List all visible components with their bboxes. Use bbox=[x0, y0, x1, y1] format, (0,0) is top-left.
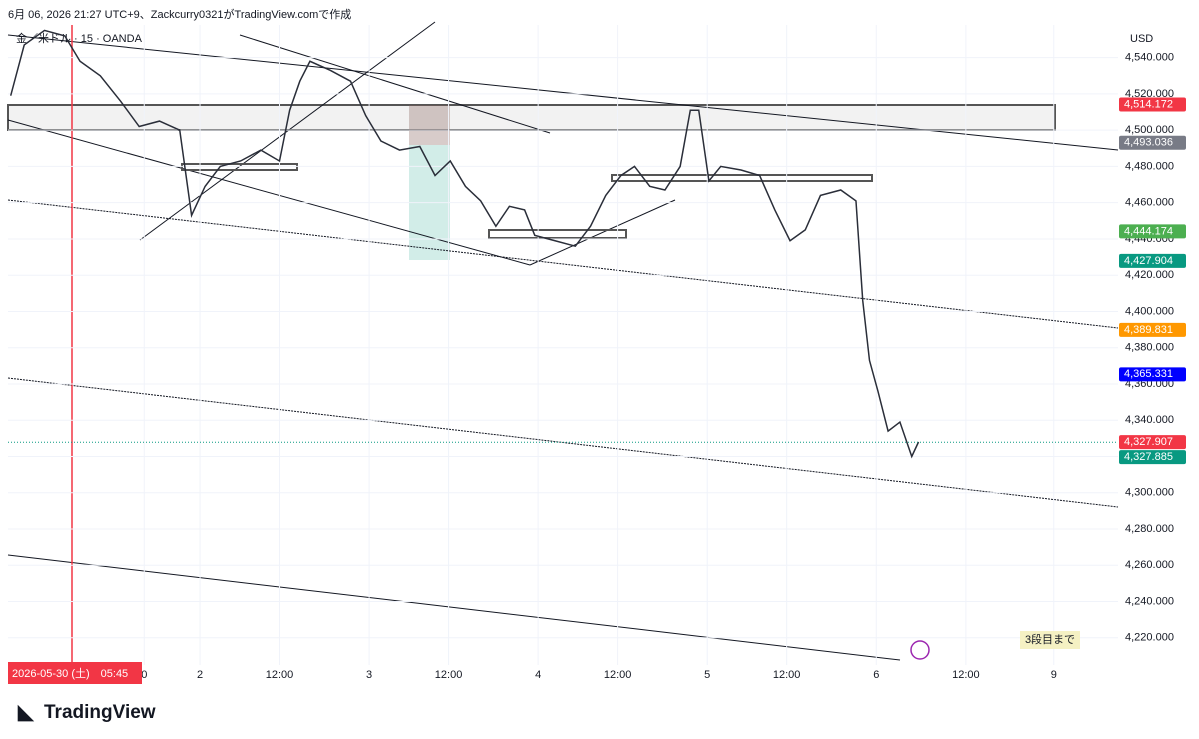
brand: TradingView bbox=[44, 702, 156, 723]
zone bbox=[409, 105, 450, 260]
x-tick-label: 0 bbox=[141, 669, 147, 681]
x-tick-label: 12:00 bbox=[952, 669, 980, 681]
price-tag-label: 4,427.904 bbox=[1124, 255, 1173, 267]
y-tick-label: 4,300.000 bbox=[1125, 487, 1174, 499]
box bbox=[181, 163, 298, 171]
y-tick-label: 4,540.000 bbox=[1125, 52, 1174, 64]
y-tick-label: 4,400.000 bbox=[1125, 305, 1174, 317]
x-tick-label: 12:00 bbox=[604, 669, 632, 681]
trend-line bbox=[529, 199, 676, 266]
y-tick-label: 4,420.000 bbox=[1125, 269, 1174, 281]
x-tick-label: 6 bbox=[873, 669, 879, 681]
symbol: 金／米ドル · 15 · OANDA bbox=[16, 31, 143, 45]
x-tick-label: 4 bbox=[535, 669, 541, 681]
price-tag bbox=[1119, 224, 1186, 239]
x-tick-label: 9 bbox=[1051, 669, 1057, 681]
price-tag-label: 4,327.907 bbox=[1124, 436, 1173, 448]
caption: 6月 06, 2026 21:27 UTC+9、Zackcurry0321がTr… bbox=[8, 7, 351, 21]
price-tag bbox=[1119, 435, 1186, 450]
price-tag-label: 4,327.885 bbox=[1124, 451, 1173, 463]
trend-line bbox=[7, 34, 1119, 151]
y-tick-label: 4,480.000 bbox=[1125, 160, 1174, 172]
x-tick-label: 3 bbox=[366, 669, 372, 681]
x-tick-label: 12:00 bbox=[773, 669, 801, 681]
y-tick-label: 4,380.000 bbox=[1125, 342, 1174, 354]
price-tag bbox=[1119, 367, 1186, 382]
y-tick-label: 4,340.000 bbox=[1125, 414, 1174, 426]
y-tick-label: 4,220.000 bbox=[1125, 632, 1174, 644]
trend-line bbox=[239, 34, 551, 134]
trend-line bbox=[7, 199, 1119, 329]
note: 3段目まで bbox=[1025, 632, 1075, 646]
price-tag bbox=[1119, 97, 1186, 112]
x-tick-label: 2 bbox=[197, 669, 203, 681]
plot: 4,220.000 4,240.000 4,260.000 4,280.000 4,30… bbox=[8, 25, 1186, 681]
crosshair-label: 2026-05-30 (土) 05:45 bbox=[12, 667, 128, 680]
box bbox=[611, 174, 873, 182]
price-tag-label: 4,365.331 bbox=[1124, 368, 1173, 380]
logo-mark: ◣ bbox=[17, 701, 35, 723]
trend-line bbox=[7, 554, 901, 661]
x-tick-label: 12:00 bbox=[266, 669, 294, 681]
y-tick-label: 4,520.000 bbox=[1125, 88, 1174, 100]
x-tick-label: 12:00 bbox=[435, 669, 463, 681]
zone bbox=[409, 105, 450, 145]
trend-line bbox=[7, 119, 531, 266]
price-tag bbox=[1119, 322, 1186, 337]
price-tag-label: 4,493.036 bbox=[1124, 137, 1173, 149]
currency: USD bbox=[1130, 33, 1153, 45]
y-tick-label: 4,280.000 bbox=[1125, 523, 1174, 535]
zone-box bbox=[7, 104, 1056, 131]
box bbox=[488, 229, 627, 239]
price-tag bbox=[1119, 253, 1186, 268]
y-tick-label: 4,260.000 bbox=[1125, 559, 1174, 571]
price-tag-label: 4,514.172 bbox=[1124, 98, 1173, 110]
x-tick-label: 5 bbox=[704, 669, 710, 681]
price-tag bbox=[1119, 135, 1186, 150]
icon[interactable] bbox=[910, 640, 930, 660]
y-tick-label: 4,500.000 bbox=[1125, 124, 1174, 136]
y-tick-label: 4,460.000 bbox=[1125, 197, 1174, 209]
y-tick-label: 4,240.000 bbox=[1125, 595, 1174, 607]
price-line bbox=[9, 29, 920, 459]
price-tag-label: 4,444.174 bbox=[1124, 225, 1173, 237]
price-tag-label: 4,389.831 bbox=[1124, 324, 1173, 336]
price-tag bbox=[1119, 450, 1186, 465]
crosshair-tag bbox=[8, 662, 142, 684]
note-box bbox=[1020, 631, 1080, 649]
trend-line bbox=[139, 21, 436, 241]
